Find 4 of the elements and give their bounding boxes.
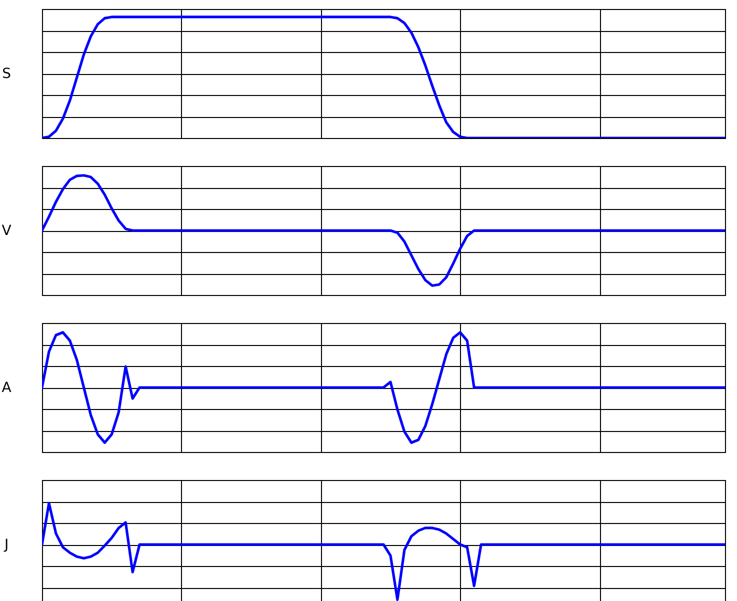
y-axis-title: S: [2, 66, 12, 82]
y-axis-title: J: [3, 537, 9, 553]
y-axis-title: A: [2, 380, 12, 396]
y-axis-title: V: [2, 223, 12, 239]
